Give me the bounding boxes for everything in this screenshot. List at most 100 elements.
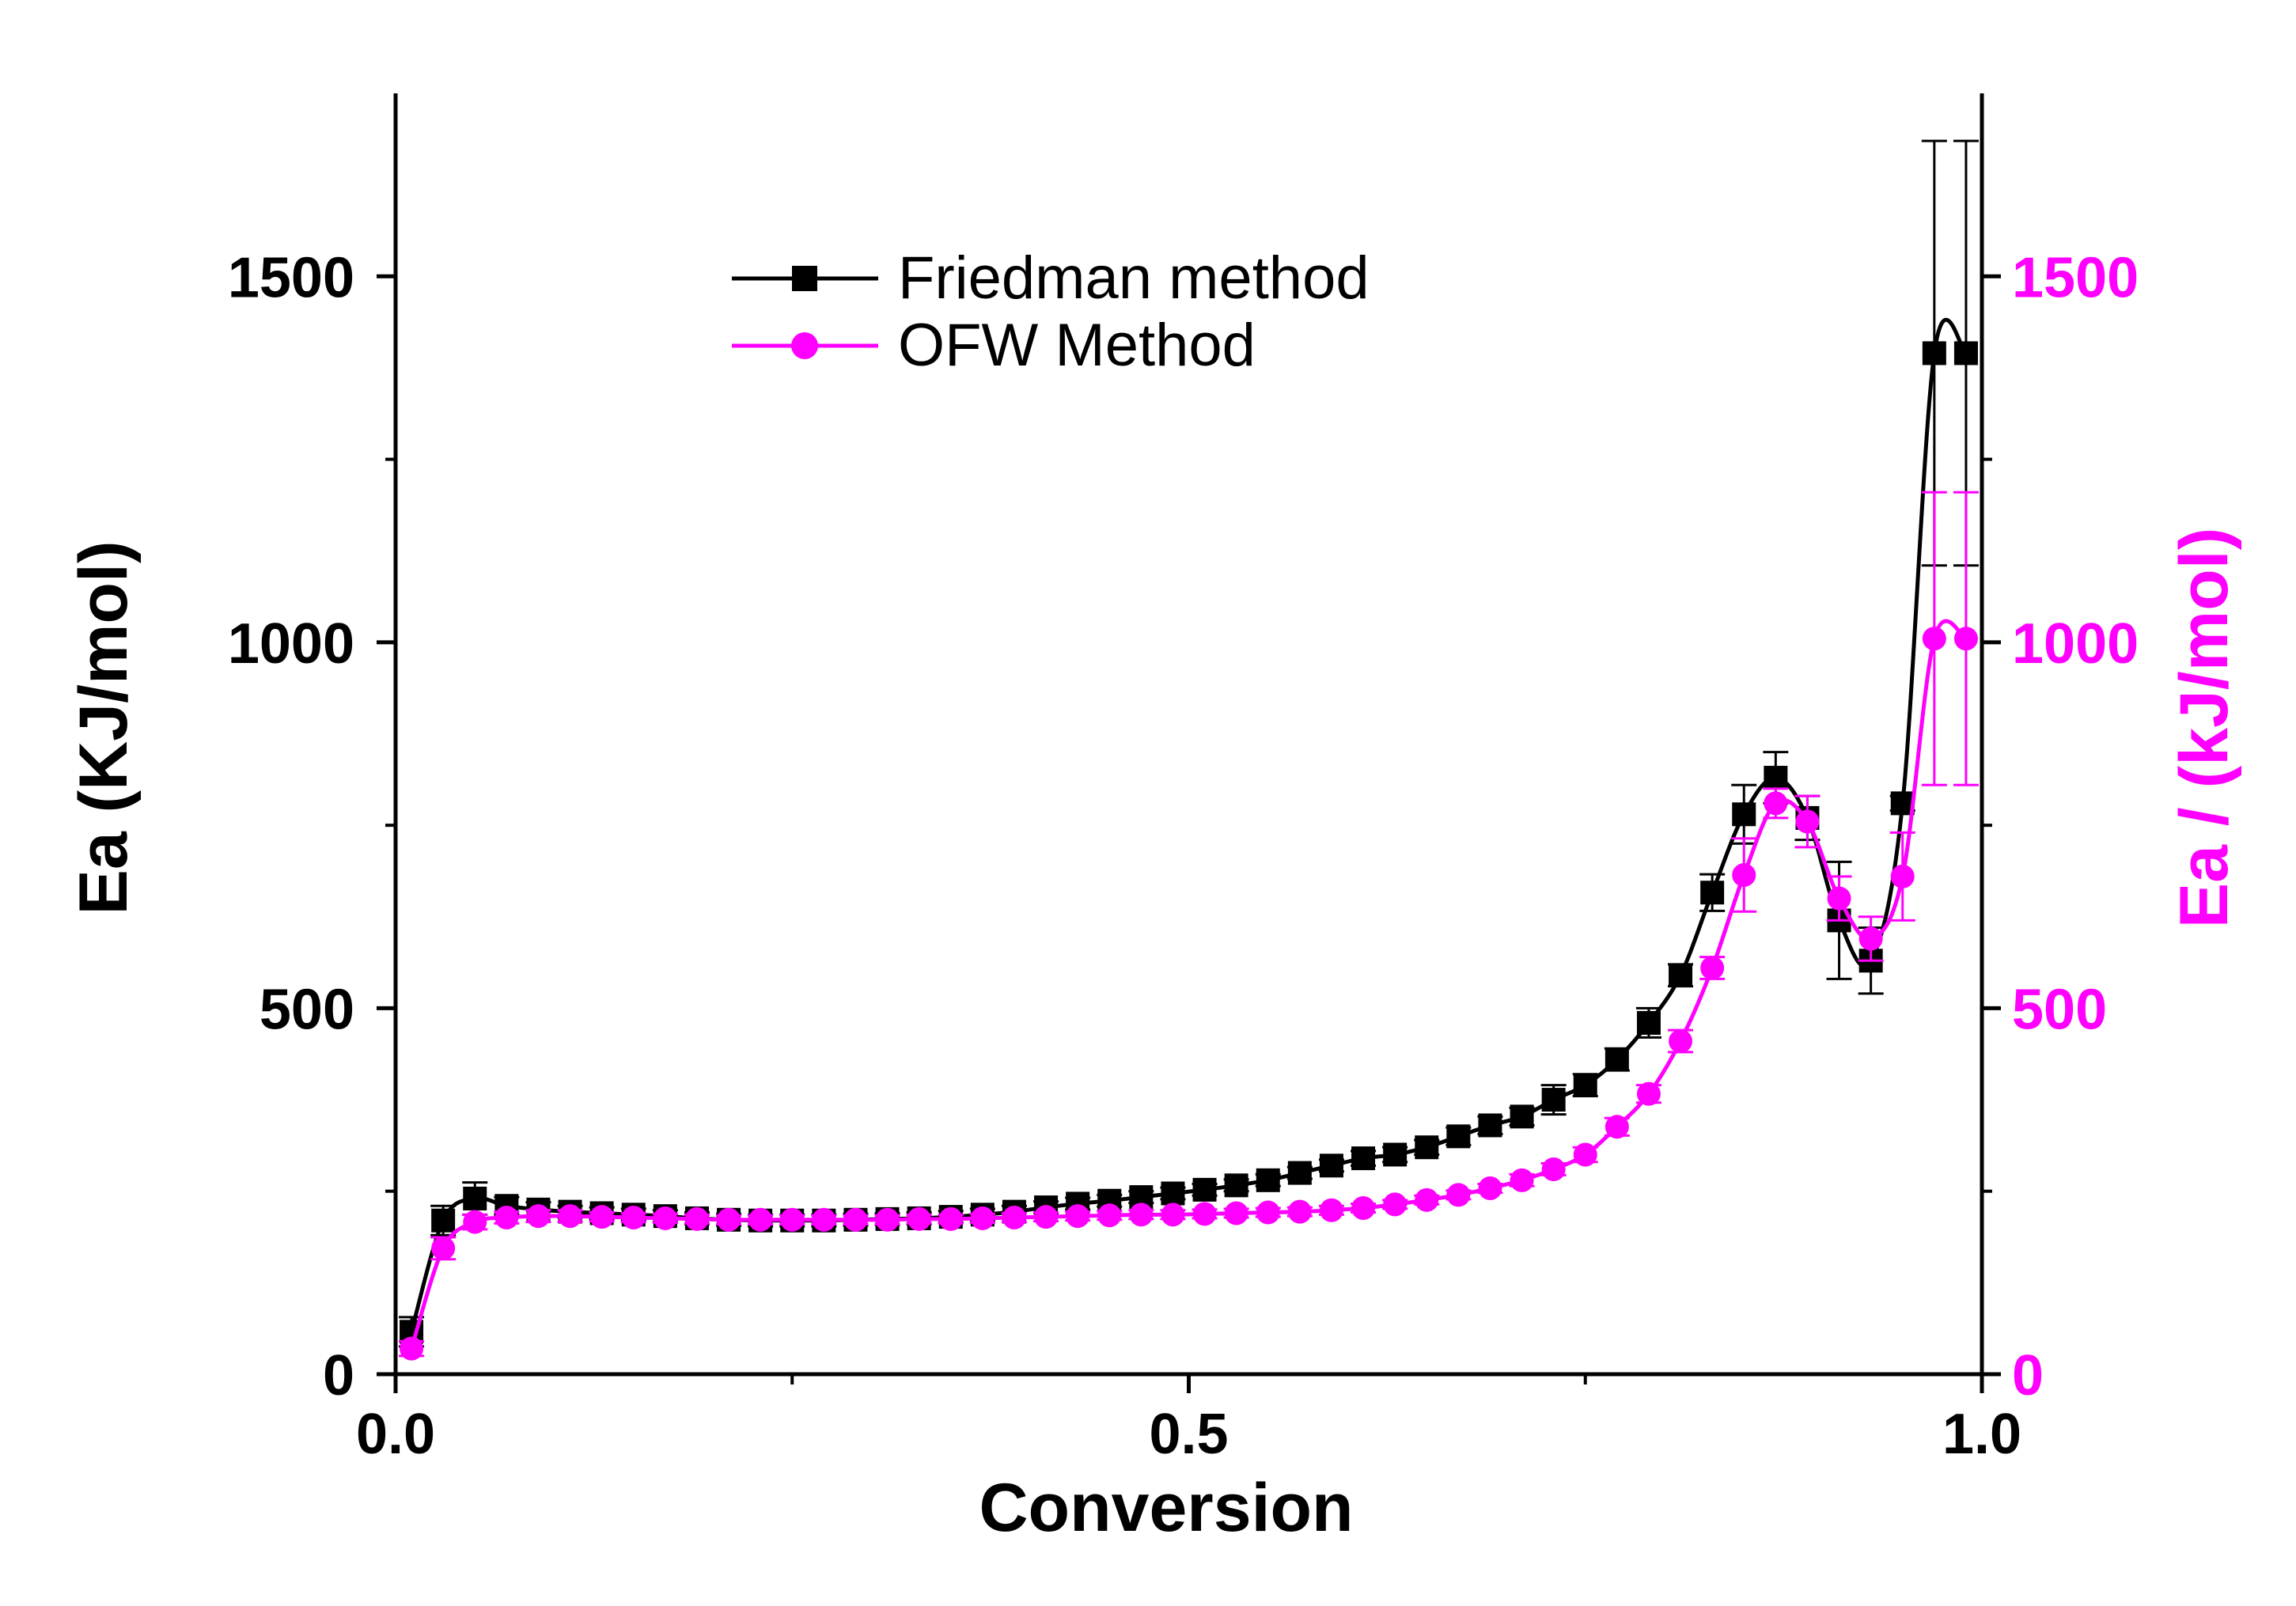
data-point (1192, 1202, 1217, 1226)
data-point (1573, 1073, 1597, 1097)
legend-item-friedman: Friedman method (732, 244, 1370, 312)
data-point (1858, 926, 1883, 951)
data-point (843, 1207, 868, 1232)
x-tick-label: 0.0 (356, 1403, 435, 1466)
data-point (1605, 1047, 1629, 1072)
data-point (1953, 341, 1978, 366)
x-tick-label: 0.5 (1149, 1403, 1228, 1466)
data-point (589, 1205, 614, 1229)
y-right-tick-label: 1000 (2012, 612, 2139, 676)
data-point (621, 1206, 646, 1230)
data-point (1478, 1113, 1502, 1138)
data-point (1478, 1176, 1502, 1201)
y-axis-ticks: 0 500 1000 1500 (228, 246, 396, 1407)
data-point (558, 1204, 582, 1229)
series-line (409, 619, 1968, 1350)
x-axis-ticks: 0.0 0.5 1.0 (356, 1374, 2021, 1466)
data-point (1732, 863, 1756, 888)
data-point (1383, 1192, 1408, 1217)
data-point (1795, 809, 1820, 834)
data-point (1287, 1161, 1312, 1185)
data-point (431, 1208, 456, 1233)
data-point (717, 1207, 741, 1232)
data-point (1669, 1029, 1693, 1054)
x-tick-label: 1.0 (1942, 1403, 2021, 1466)
data-point (1319, 1153, 1343, 1178)
data-point (526, 1204, 551, 1229)
data-point (1510, 1168, 1534, 1192)
data-point (1224, 1173, 1248, 1198)
data-point (1161, 1181, 1185, 1206)
legend-item-ofw: OFW Method (732, 312, 1256, 379)
y-tick-label: 1500 (228, 246, 354, 309)
data-point (400, 1336, 424, 1361)
data-point (1541, 1157, 1566, 1181)
y-tick-label: 1000 (228, 612, 354, 676)
y-axis-right-title: Ea / (kJ/mol) (2166, 528, 2242, 929)
data-point (1890, 864, 1915, 888)
data-point (463, 1186, 487, 1210)
data-point (1256, 1168, 1280, 1192)
data-point (1953, 627, 1978, 651)
data-point (1573, 1142, 1597, 1167)
data-point (1224, 1201, 1248, 1225)
data-point (1161, 1203, 1185, 1227)
y-axis-right-ticks: 0 500 1000 1500 (1982, 246, 2139, 1407)
data-point (1636, 1010, 1661, 1035)
data-point (1066, 1204, 1090, 1229)
data-point (1922, 627, 1946, 651)
data-point (463, 1210, 487, 1234)
data-point (875, 1207, 900, 1232)
data-point (1636, 1081, 1661, 1106)
legend: Friedman method OFW Method (732, 244, 1370, 379)
legend-label-friedman: Friedman method (898, 244, 1370, 312)
y-axis-title: Ea (KJ/mol) (66, 540, 142, 915)
data-point (494, 1206, 519, 1230)
data-point (1097, 1203, 1122, 1228)
data-point (1351, 1195, 1376, 1220)
data-point (1764, 766, 1788, 790)
data-point (1827, 886, 1851, 911)
y-right-tick-label: 1500 (2012, 246, 2139, 309)
data-point (812, 1207, 836, 1232)
data-point (1002, 1206, 1026, 1230)
data-point (1351, 1146, 1376, 1171)
data-point (938, 1206, 963, 1231)
data-point (1287, 1199, 1312, 1224)
y-right-tick-label: 0 (2012, 1344, 2044, 1407)
data-point (1034, 1205, 1059, 1229)
legend-label-ofw: OFW Method (898, 312, 1256, 379)
data-point (653, 1206, 677, 1230)
data-point (1510, 1104, 1534, 1129)
data-point (1446, 1183, 1471, 1207)
data-point (907, 1206, 931, 1231)
x-axis-title: Conversion (979, 1470, 1353, 1546)
data-point (1383, 1142, 1408, 1167)
series-ofw (399, 491, 1979, 1361)
series (399, 139, 1979, 1361)
data-point (1256, 1200, 1280, 1225)
data-point (1732, 802, 1756, 827)
data-point (1922, 341, 1946, 366)
data-point (970, 1206, 995, 1230)
y-tick-label: 500 (260, 978, 354, 1041)
y-tick-label: 0 (323, 1344, 354, 1407)
y-right-tick-label: 500 (2012, 978, 2107, 1041)
data-point (1541, 1088, 1566, 1112)
data-point (748, 1207, 773, 1232)
data-point (1319, 1198, 1343, 1222)
data-point (1700, 881, 1725, 905)
legend-marker-square (792, 266, 817, 291)
data-point (1446, 1124, 1471, 1149)
data-point (1415, 1135, 1439, 1160)
data-point (1764, 791, 1788, 816)
data-point (1129, 1203, 1154, 1227)
data-point (684, 1206, 709, 1231)
data-point (431, 1236, 456, 1260)
data-point (1700, 956, 1725, 980)
data-point (1605, 1115, 1629, 1139)
data-point (1669, 963, 1693, 987)
legend-marker-circle (791, 332, 818, 359)
data-point (1192, 1177, 1217, 1202)
